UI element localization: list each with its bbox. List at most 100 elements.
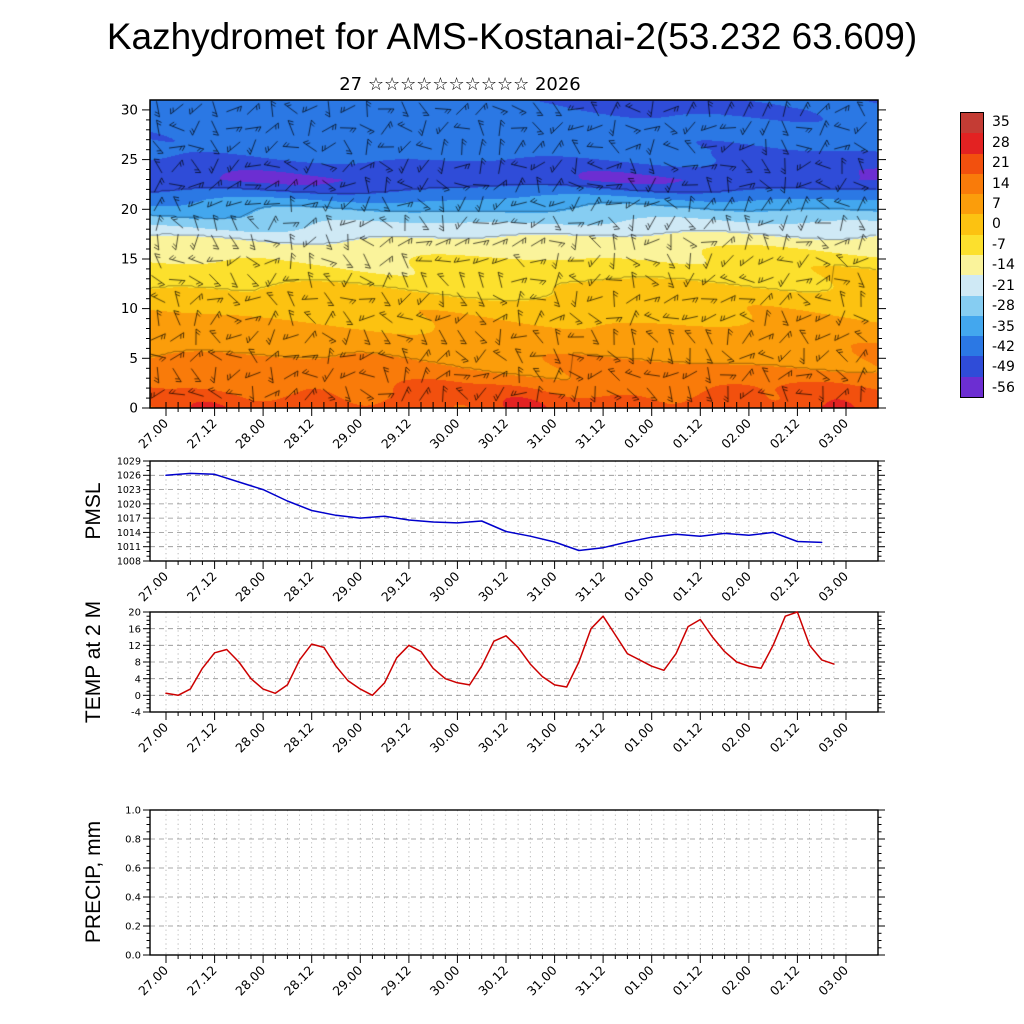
colorbar-label: 28 — [992, 134, 1010, 151]
svg-text:01.12: 01.12 — [670, 720, 706, 756]
pmsl-axis-title: PMSL — [82, 482, 105, 540]
colorbar-cell — [961, 295, 983, 316]
svg-text:30.00: 30.00 — [427, 415, 463, 451]
svg-text:31.12: 31.12 — [572, 720, 608, 756]
svg-text:29.00: 29.00 — [330, 962, 366, 998]
svg-text:01.00: 01.00 — [621, 719, 657, 755]
svg-text:28.00: 28.00 — [232, 568, 268, 604]
colorbar-label: 14 — [992, 175, 1010, 192]
colorbar-cell — [961, 153, 983, 174]
svg-text:01.12: 01.12 — [670, 569, 706, 605]
svg-text:28.12: 28.12 — [281, 569, 317, 605]
svg-text:02.12: 02.12 — [767, 569, 803, 605]
colorbar-cell — [961, 254, 983, 276]
svg-text:29.00: 29.00 — [330, 568, 366, 604]
colorbar-cell — [961, 315, 983, 337]
svg-text:30.12: 30.12 — [475, 416, 511, 452]
svg-text:31.12: 31.12 — [572, 569, 608, 605]
colorbar-label: 0 — [992, 216, 1001, 233]
svg-text:29.12: 29.12 — [378, 963, 414, 999]
svg-text:31.00: 31.00 — [524, 568, 560, 604]
svg-text:-4: -4 — [131, 708, 141, 719]
svg-text:0.2: 0.2 — [125, 922, 141, 933]
svg-text:31.12: 31.12 — [572, 416, 608, 452]
svg-text:0.8: 0.8 — [125, 835, 141, 846]
colorbar-label: 7 — [992, 195, 1001, 212]
svg-text:30: 30 — [121, 102, 138, 118]
colorbar-cell — [961, 336, 983, 357]
svg-text:30.12: 30.12 — [475, 720, 511, 756]
svg-text:27.12: 27.12 — [184, 416, 220, 452]
colorbar-label: -42 — [992, 338, 1015, 355]
cross-section-plot — [150, 100, 878, 408]
colorbar-cell — [961, 133, 983, 154]
colorbar-cell — [961, 173, 983, 195]
svg-text:29.12: 29.12 — [378, 416, 414, 452]
svg-text:31.00: 31.00 — [524, 962, 560, 998]
svg-text:5: 5 — [129, 351, 138, 367]
colorbar-label: 21 — [992, 155, 1010, 172]
colorbar-label: -14 — [992, 257, 1015, 274]
svg-text:28.00: 28.00 — [232, 962, 268, 998]
svg-text:27.00: 27.00 — [135, 962, 171, 998]
svg-text:25: 25 — [121, 152, 138, 168]
svg-text:29.00: 29.00 — [330, 415, 366, 451]
svg-text:8: 8 — [135, 658, 141, 669]
svg-text:27.12: 27.12 — [184, 720, 220, 756]
colorbar-label: -49 — [992, 359, 1015, 376]
svg-text:01.12: 01.12 — [670, 963, 706, 999]
colorbar-cell — [961, 214, 983, 235]
svg-text:02.00: 02.00 — [718, 415, 754, 451]
svg-text:30.00: 30.00 — [427, 719, 463, 755]
colorbar-label: -35 — [992, 318, 1015, 335]
svg-text:0: 0 — [135, 691, 141, 702]
svg-text:31.12: 31.12 — [572, 963, 608, 999]
svg-text:02.12: 02.12 — [767, 416, 803, 452]
svg-text:30.00: 30.00 — [427, 962, 463, 998]
svg-text:28.12: 28.12 — [281, 720, 317, 756]
svg-text:30.12: 30.12 — [475, 569, 511, 605]
svg-text:02.12: 02.12 — [767, 720, 803, 756]
svg-text:1017: 1017 — [117, 514, 141, 525]
svg-text:28.00: 28.00 — [232, 719, 268, 755]
svg-text:03.00: 03.00 — [815, 568, 851, 604]
svg-text:29.00: 29.00 — [330, 719, 366, 755]
svg-text:10: 10 — [121, 301, 138, 317]
colorbar-cell — [961, 234, 983, 255]
svg-text:27.12: 27.12 — [184, 963, 220, 999]
svg-text:1023: 1023 — [117, 485, 141, 496]
svg-text:1020: 1020 — [117, 499, 141, 510]
svg-text:29.12: 29.12 — [378, 720, 414, 756]
colorbar-label: -28 — [992, 298, 1015, 315]
svg-text:01.00: 01.00 — [621, 568, 657, 604]
svg-text:30.00: 30.00 — [427, 568, 463, 604]
svg-text:20: 20 — [121, 202, 138, 218]
svg-text:30.12: 30.12 — [475, 963, 511, 999]
svg-text:01.00: 01.00 — [621, 415, 657, 451]
svg-text:27.12: 27.12 — [184, 569, 220, 605]
svg-text:20: 20 — [128, 608, 141, 619]
svg-text:1.0: 1.0 — [125, 806, 141, 817]
svg-text:31.00: 31.00 — [524, 415, 560, 451]
precip-axis-title: PRECIP, mm — [82, 820, 105, 944]
svg-text:27.00: 27.00 — [135, 568, 171, 604]
svg-text:15: 15 — [121, 252, 138, 268]
colorbar-label: -21 — [992, 277, 1015, 294]
svg-text:27.00: 27.00 — [135, 415, 171, 451]
svg-text:4: 4 — [135, 674, 141, 685]
svg-text:28.12: 28.12 — [281, 416, 317, 452]
svg-text:16: 16 — [128, 624, 141, 635]
svg-text:0.0: 0.0 — [125, 951, 141, 962]
svg-text:1014: 1014 — [117, 528, 141, 539]
svg-text:02.00: 02.00 — [718, 719, 754, 755]
svg-text:0.6: 0.6 — [125, 864, 141, 875]
svg-text:27.00: 27.00 — [135, 719, 171, 755]
colorbar-cell — [961, 275, 983, 296]
svg-text:03.00: 03.00 — [815, 719, 851, 755]
svg-text:1026: 1026 — [117, 471, 141, 482]
svg-text:12: 12 — [128, 641, 141, 652]
date-subtitle: 27 ☆☆☆☆☆☆☆☆☆☆ 2026 — [339, 74, 581, 95]
svg-text:1029: 1029 — [117, 456, 141, 467]
svg-text:02.00: 02.00 — [718, 962, 754, 998]
